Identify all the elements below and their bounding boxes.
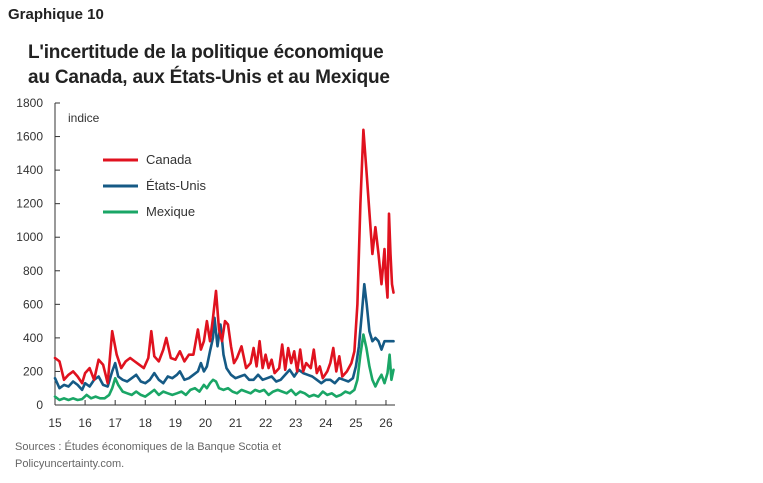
y-tick-label: 0 bbox=[36, 398, 43, 412]
legend-label: Canada bbox=[146, 152, 192, 167]
chart-title-line1: L'incertitude de la politique économique bbox=[28, 42, 384, 63]
y-tick-label: 1800 bbox=[16, 96, 43, 110]
y-tick-label: 800 bbox=[23, 264, 43, 278]
x-tick-label: 17 bbox=[108, 416, 122, 430]
y-tick-label: 200 bbox=[23, 364, 43, 378]
series-line-mexique bbox=[53, 333, 395, 402]
x-tick-label: 26 bbox=[379, 416, 393, 430]
y-tick-label: 600 bbox=[23, 297, 43, 311]
series-line-canada bbox=[53, 128, 395, 385]
x-tick-label: 23 bbox=[289, 416, 303, 430]
x-tick-label: 24 bbox=[319, 416, 333, 430]
x-tick-label: 16 bbox=[78, 416, 92, 430]
x-tick-label: 21 bbox=[229, 416, 243, 430]
legend-label: États-Unis bbox=[146, 178, 206, 193]
figure-number: Graphique 10 bbox=[8, 6, 104, 23]
x-tick-label: 18 bbox=[139, 416, 153, 430]
y-tick-label: 1400 bbox=[16, 163, 43, 177]
series-layer bbox=[53, 128, 395, 402]
y-tick-label: 400 bbox=[23, 331, 43, 345]
legend-label: Mexique bbox=[146, 204, 195, 219]
series-line-tatsunis bbox=[53, 282, 395, 392]
x-tick-label: 15 bbox=[48, 416, 62, 430]
chart-title-line2: au Canada, aux États-Unis et au Mexique bbox=[28, 67, 390, 88]
y-axis-label: indice bbox=[68, 111, 100, 125]
sources-note-line1: Sources : Études économiques de la Banqu… bbox=[15, 441, 282, 453]
legend: Canada États-Unis Mexique bbox=[103, 152, 206, 219]
y-tick-label: 1200 bbox=[16, 197, 43, 211]
y-tick-label: 1600 bbox=[16, 130, 43, 144]
x-tick-label: 20 bbox=[199, 416, 213, 430]
x-tick-label: 25 bbox=[349, 416, 363, 430]
x-tick-label: 22 bbox=[259, 416, 273, 430]
sources-note-line2: Policyuncertainty.com. bbox=[15, 458, 125, 470]
x-axis: 15 16 17 18 19 20 21 22 23 24 25 26 bbox=[48, 400, 395, 430]
y-tick-label: 1000 bbox=[16, 230, 43, 244]
x-tick-label: 19 bbox=[169, 416, 183, 430]
y-axis: 0 200 400 600 800 1000 1200 1400 1600 1800 bbox=[16, 96, 60, 412]
